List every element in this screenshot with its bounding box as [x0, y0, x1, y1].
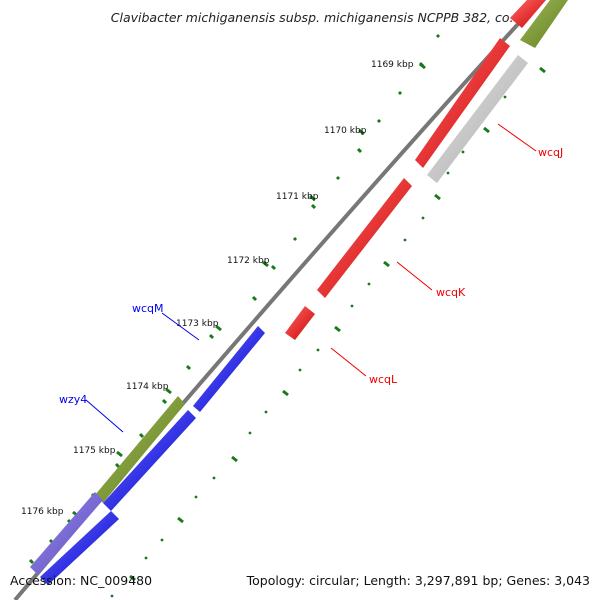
tick-mark: [270, 264, 277, 271]
leader-line: [396, 261, 433, 291]
outer-tick-track: [28, 33, 441, 565]
cds-blue-lower[interactable]: [103, 410, 196, 511]
topology-summary: Topology: circular; Length: 3,297,891 bp…: [246, 573, 590, 588]
tick-label: 1171 kbp: [276, 192, 319, 202]
leader-line: [85, 399, 124, 433]
gene-label-wcqL[interactable]: wcqL: [369, 373, 398, 386]
cds-purple[interactable]: [30, 492, 103, 575]
gene-label-wcqK[interactable]: wcqK: [436, 286, 466, 299]
tick-label: 1175 kbp: [73, 446, 116, 456]
major-ticks: [72, 62, 426, 518]
tick-label: 1173 kbp: [176, 319, 219, 329]
tick-mark: [435, 33, 441, 39]
gene-label-wzy4[interactable]: wzy4: [59, 393, 87, 406]
tick-label: 1172 kbp: [227, 256, 270, 266]
tick-mark: [114, 462, 121, 469]
tick-label: 1170 kbp: [324, 126, 367, 136]
leader-line: [497, 123, 537, 152]
tick-mark: [310, 203, 317, 210]
tick-mark: [28, 558, 35, 565]
cds-wcqM[interactable]: [193, 326, 265, 412]
cds-wcqK[interactable]: [317, 178, 412, 298]
gene-label-wcqM[interactable]: wcqM: [132, 302, 164, 315]
tick-mark: [335, 175, 341, 181]
cds-wzy4[interactable]: [95, 396, 185, 503]
cds-wcqJ[interactable]: [415, 38, 510, 168]
inner-dot-track: [110, 95, 507, 598]
map-title: Clavibacter michiganensis subsp. michiga…: [110, 10, 522, 25]
tick-mark: [397, 90, 403, 96]
tick-label: 1169 kbp: [371, 60, 414, 70]
tick-mark: [356, 147, 363, 154]
tick-mark: [251, 295, 258, 302]
leader-line: [330, 347, 367, 377]
cds-wcqJ-grey[interactable]: [427, 55, 528, 183]
inner-tick-track: [129, 66, 546, 582]
tick-mark: [138, 432, 145, 439]
tick-mark: [208, 333, 215, 340]
gene-label-wcqJ[interactable]: wcqJ: [538, 146, 563, 159]
cds-blue-tail[interactable]: [40, 511, 119, 585]
cds-top-red[interactable]: [510, 0, 546, 28]
leader-line: [161, 312, 200, 341]
cds-top-olive[interactable]: [520, 0, 568, 48]
accession-text: Accession: NC_009480: [10, 573, 153, 588]
tick-mark: [292, 236, 298, 242]
tick-label: 1176 kbp: [21, 507, 64, 517]
tick-mark: [185, 364, 192, 371]
tick-mark: [376, 118, 382, 124]
tick-mark: [161, 398, 168, 405]
cds-wcqL[interactable]: [285, 306, 315, 340]
tick-label: 1174 kbp: [126, 382, 169, 392]
